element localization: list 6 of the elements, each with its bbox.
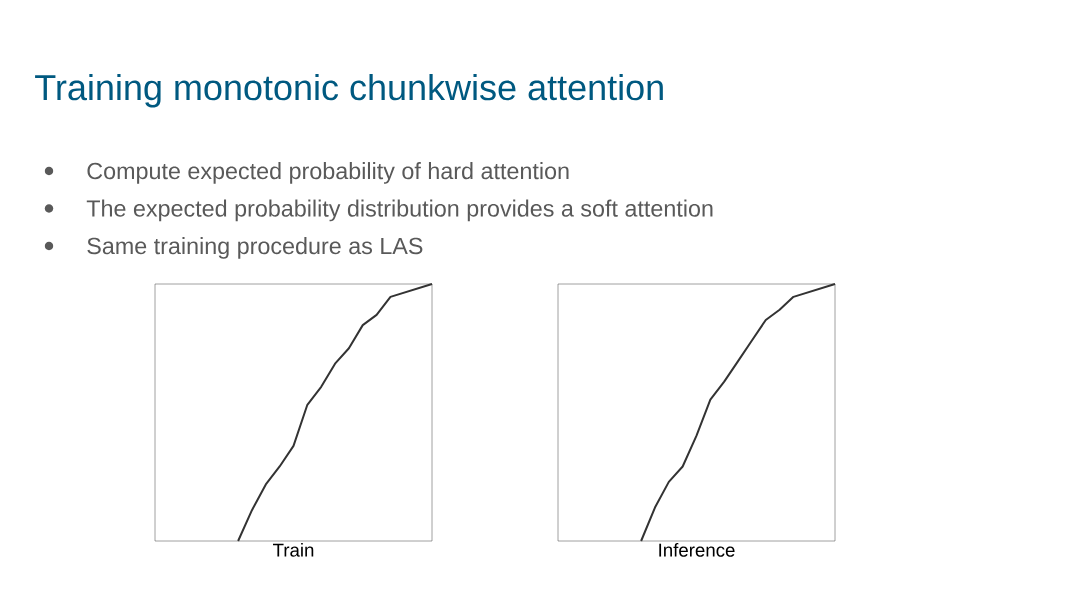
- x-axis-title: Inference: [659, 543, 735, 557]
- chart-title: Training monotonic chunkwise attention: [35, 73, 663, 108]
- text: Same training procedure as LAS: [87, 237, 423, 259]
- x-axis-title: Train: [273, 543, 314, 557]
- text: The expected probability distribution provides a soft attention: [86, 199, 713, 222]
- text: Compute expected probability of hard attention: [87, 162, 569, 184]
